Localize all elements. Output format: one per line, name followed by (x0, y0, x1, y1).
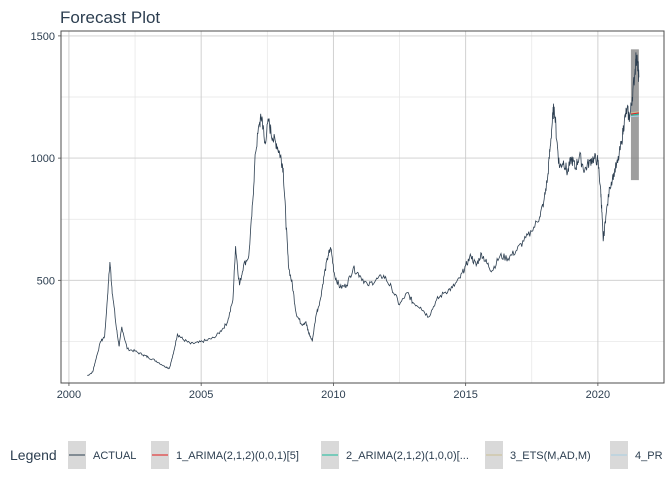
y-tick-label: 1000 (31, 153, 55, 165)
series-line-forecast-3 (630, 111, 639, 114)
legend-label: 4_PR (635, 450, 663, 462)
plot-panel-border (60, 30, 665, 384)
series-line-forecast-2 (630, 113, 639, 116)
y-tick-label: 500 (37, 275, 55, 287)
x-tick-label: 2020 (586, 389, 610, 401)
legend-title: Legend (10, 447, 57, 463)
x-tick-label: 2010 (321, 389, 345, 401)
y-tick-label: 1500 (31, 31, 55, 43)
series-lines (87, 52, 640, 377)
legend-label: ACTUAL (93, 450, 136, 462)
series-line-actual (87, 52, 640, 377)
axis-ticks: 2000 2005 2010 2015 2020 500 1000 1500 (31, 31, 611, 401)
x-tick-label: 2015 (453, 389, 477, 401)
legend-label: 3_ETS(M,AD,M) (510, 450, 591, 462)
chart-title: Forecast Plot (60, 8, 160, 27)
series-line-forecast-4 (630, 115, 639, 118)
legend: Legend ACTUAL 1_ARIMA(2,1,2)(0,0,1)[5] 2_AR… (10, 441, 663, 469)
legend-label: 2_ARIMA(2,1,2)(1,0,0)[... (346, 450, 469, 462)
grid-lines (61, 31, 664, 383)
x-tick-label: 2000 (57, 389, 81, 401)
legend-label: 1_ARIMA(2,1,2)(0,0,1)[5] (176, 450, 299, 462)
series-line-forecast-1 (630, 112, 639, 115)
x-tick-label: 2005 (189, 389, 213, 401)
